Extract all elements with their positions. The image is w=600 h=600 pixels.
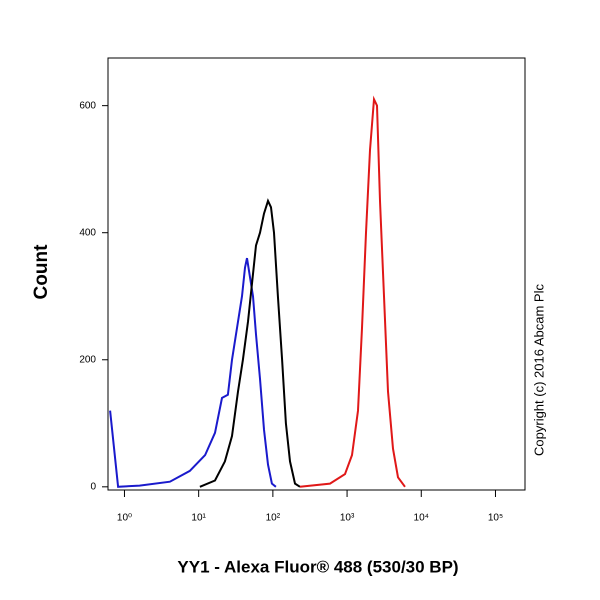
- y-tick-label: 0: [90, 481, 96, 492]
- y-tick-label: 200: [79, 354, 96, 365]
- x-tick-label: 10¹: [191, 513, 206, 524]
- histogram-line: [299, 95, 406, 488]
- x-tick-label: 10²: [266, 513, 281, 524]
- x-tick-label: 10⁴: [414, 513, 429, 524]
- copyright-note: Copyright (c) 2016 Abcam Plc: [531, 284, 546, 456]
- x-tick-label: 10⁰: [117, 513, 132, 524]
- x-axis-label: YY1 - Alexa Fluor® 488 (530/30 BP): [177, 557, 458, 576]
- plot-frame: [107, 57, 526, 491]
- y-tick-label: 400: [79, 227, 96, 238]
- y-tick-label: 600: [79, 100, 96, 111]
- histogram-line: [109, 257, 277, 488]
- x-tick-label: 10³: [340, 513, 355, 524]
- x-tick-label: 10⁵: [488, 513, 503, 524]
- y-axis-label: Count: [31, 244, 52, 300]
- histogram-line: [199, 198, 301, 488]
